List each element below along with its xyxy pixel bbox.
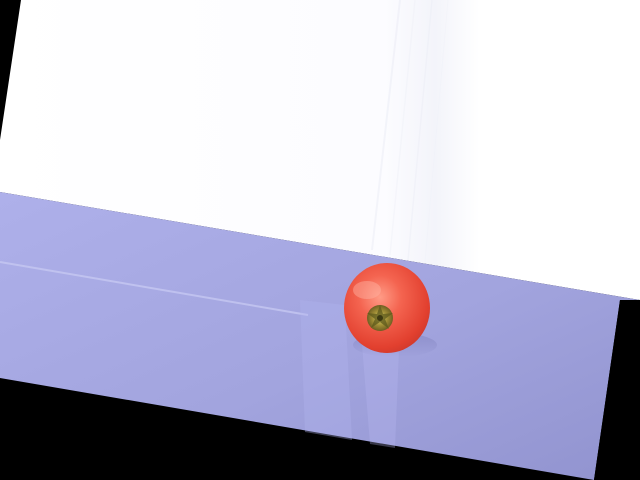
tomato-stem bbox=[367, 305, 393, 331]
tomato bbox=[344, 263, 430, 353]
back-wall bbox=[0, 0, 640, 300]
right-black-edge bbox=[594, 300, 640, 480]
tomato-highlight bbox=[353, 281, 381, 299]
bottom-black-edge bbox=[0, 378, 594, 480]
wall-reflections bbox=[371, 0, 449, 263]
